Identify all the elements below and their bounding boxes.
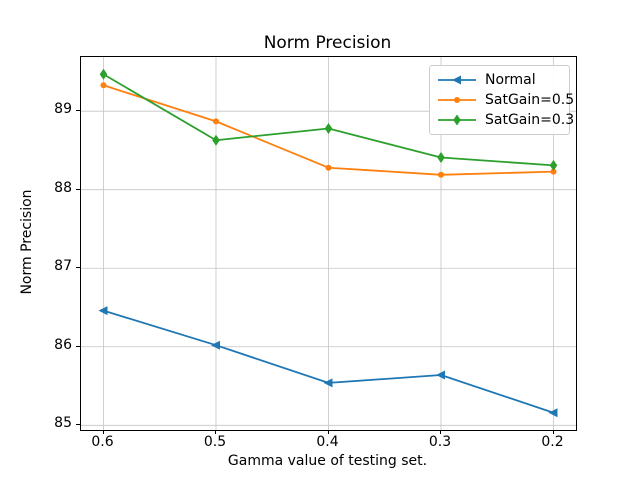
- triangle-left-marker-icon: [323, 378, 333, 388]
- x-tick-label: 0.5: [203, 434, 227, 450]
- y-tick-label: 88: [54, 179, 72, 196]
- triangle-left-marker-icon: [548, 408, 558, 418]
- dot-marker-icon: [438, 171, 444, 178]
- dot-marker-icon: [325, 164, 332, 171]
- line-marker-icon: [438, 97, 476, 103]
- diamond-marker-icon: [99, 68, 108, 80]
- y-tick-mark: [76, 424, 80, 426]
- diamond-marker-icon: [453, 114, 461, 126]
- dot-marker-icon: [100, 82, 107, 89]
- x-tick-label: 0.4: [316, 434, 339, 450]
- y-tick-label: 85: [54, 415, 72, 432]
- triangle-left-marker-icon: [98, 306, 108, 316]
- y-tick-mark: [76, 110, 80, 112]
- diamond-marker-icon: [549, 159, 558, 171]
- y-tick-mark: [76, 345, 80, 347]
- legend-item-satgain-03: SatGain=0.3: [430, 110, 574, 130]
- y-tick-mark: [76, 267, 80, 269]
- dot-marker-icon: [213, 118, 219, 125]
- y-tick-mark: [76, 188, 80, 190]
- legend-label: Normal: [485, 72, 536, 88]
- y-tick-label: 89: [54, 101, 72, 118]
- diamond-marker-icon: [212, 134, 220, 146]
- y-tick-label: 86: [54, 336, 72, 353]
- x-tick-label: 0.3: [428, 434, 452, 450]
- legend-item-normal: Normal: [430, 70, 569, 90]
- x-tick-mark: [440, 430, 441, 434]
- triangle-left-marker-icon: [211, 340, 220, 350]
- legend-label: SatGain=0.3: [485, 112, 575, 128]
- x-tick-mark: [327, 430, 329, 434]
- diamond-marker-icon: [437, 152, 445, 164]
- x-tick-mark: [552, 430, 554, 434]
- x-tick-label: 0.6: [91, 434, 114, 450]
- dot-marker-icon: [550, 168, 557, 175]
- diamond-marker-icon: [324, 122, 333, 134]
- y-axis-label: Norm Precision: [19, 189, 35, 295]
- x-tick-mark: [102, 430, 104, 434]
- x-tick-label: 0.2: [541, 434, 564, 450]
- x-axis-label: Gamma value of testing set.: [227, 453, 428, 469]
- legend: Normal SatGain=0.5 SatGain=0.3: [429, 65, 574, 135]
- triangle-left-marker-icon: [452, 75, 461, 85]
- x-tick-mark: [215, 430, 216, 434]
- triangle-left-marker-icon: [436, 370, 445, 380]
- dot-marker-icon: [454, 97, 460, 103]
- y-tick-label: 87: [54, 258, 72, 275]
- line-marker-icon: [438, 114, 476, 126]
- chart-title: Norm Precision: [263, 33, 392, 53]
- line-marker-icon: [438, 75, 476, 85]
- legend-label: SatGain=0.5: [485, 92, 575, 108]
- legend-item-satgain-05: SatGain=0.5: [430, 90, 574, 110]
